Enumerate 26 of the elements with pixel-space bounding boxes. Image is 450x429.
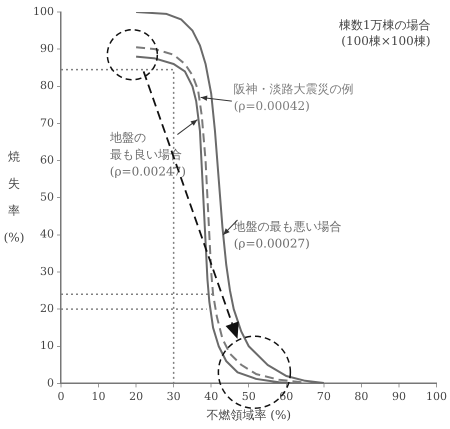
x-axis-title: 不燃領域率 (%): [206, 408, 292, 422]
series-label: 地盤の最も悪い場合 (ρ=0.00027): [232, 220, 342, 251]
y-tick-label: 0: [46, 376, 54, 390]
y-tick-label: 90: [40, 42, 54, 55]
y-axis-title: 焼失率(%): [4, 149, 24, 244]
y-tick-label: 40: [40, 228, 54, 241]
x-tick-label: 100: [426, 390, 447, 403]
x-tick-label: 0: [57, 390, 64, 403]
text: 阪神・淡路大震災の例 (ρ=0.00042): [234, 82, 354, 114]
x-tick-label: 90: [392, 390, 406, 403]
x-tick-label: 10: [92, 390, 106, 403]
x-tick-label: 50: [242, 390, 256, 403]
x-tick-label: 20: [129, 390, 144, 403]
y-tick-label: 60: [40, 153, 54, 166]
x-tick-label: 40: [204, 390, 218, 403]
y-tick-label: 10: [40, 339, 54, 352]
y-tick-label: 80: [40, 79, 54, 92]
y-tick-label: 30: [40, 264, 54, 278]
y-tick-label: 20: [40, 302, 54, 315]
y-tick-label: 70: [40, 116, 54, 130]
x-tick-label: 30: [166, 390, 181, 403]
y-tick-label: 50: [40, 190, 54, 204]
x-tick-label: 80: [354, 390, 368, 403]
y-tick-label: 100: [32, 4, 54, 18]
annotation: 棟数1万棟の場合 (100棟×100棟): [338, 18, 430, 48]
x-tick-label: 70: [316, 390, 331, 403]
